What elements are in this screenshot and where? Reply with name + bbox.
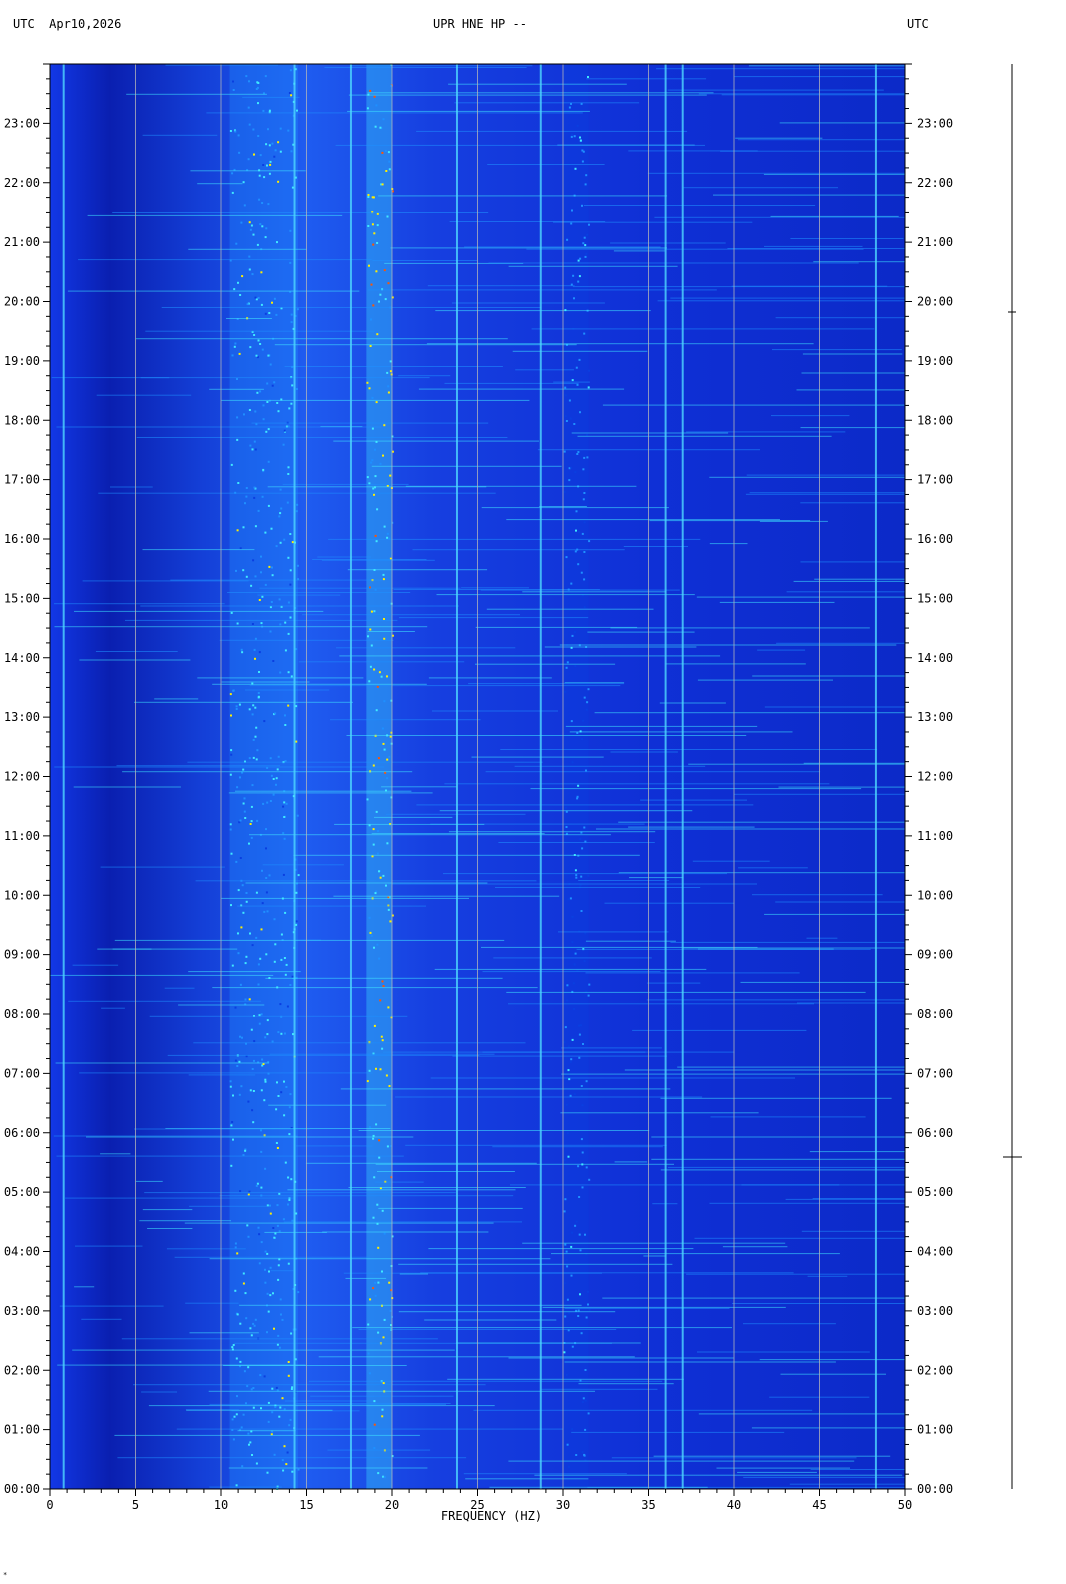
- time-tick-label-left: 16:00: [4, 532, 40, 546]
- time-tick-label-left: 07:00: [4, 1066, 40, 1080]
- amplitude-scale-bar: [1003, 64, 1022, 1489]
- freq-tick-label: 30: [556, 1498, 570, 1512]
- freq-tick-label: 40: [727, 1498, 741, 1512]
- time-tick-label-left: 08:00: [4, 1007, 40, 1021]
- time-tick-label-left: 20:00: [4, 295, 40, 309]
- time-tick-label-left: 14:00: [4, 651, 40, 665]
- time-tick-label-left: 04:00: [4, 1245, 40, 1259]
- time-tick-label-right: 14:00: [917, 651, 953, 665]
- activity-band: [366, 64, 394, 1489]
- time-tick-label-right: 10:00: [917, 888, 953, 902]
- time-axis-right: 00:00 01:00 02:00 03:00 04:00 05:00 06:00 07:00…: [904, 63, 953, 1496]
- time-tick-label-right: 02:00: [917, 1363, 953, 1377]
- time-tick-label-right: 07:00: [917, 1066, 953, 1080]
- time-tick-label-left: 22:00: [4, 176, 40, 190]
- footer-mark: *: [3, 1571, 8, 1579]
- freq-tick-label: 10: [214, 1498, 228, 1512]
- time-tick-label-left: 17:00: [4, 473, 40, 487]
- time-tick-label-right: 15:00: [917, 591, 953, 605]
- time-tick-label-right: 08:00: [917, 1007, 953, 1021]
- time-tick-label-right: 22:00: [917, 176, 953, 190]
- time-tick-label-right: 23:00: [917, 116, 953, 130]
- freq-tick-label: 35: [641, 1498, 655, 1512]
- frequency-gridlines: [135, 64, 820, 1489]
- time-tick-label-left: 21:00: [4, 235, 40, 249]
- chart-title: UPR HNE HP --: [433, 17, 527, 31]
- header-right-timezone: UTC: [907, 17, 929, 31]
- freq-tick-label: 45: [812, 1498, 826, 1512]
- time-tick-label-right: 21:00: [917, 235, 953, 249]
- freq-tick-label: 20: [385, 1498, 399, 1512]
- time-tick-label-right: 18:00: [917, 413, 953, 427]
- frequency-axis: 0 5 10 15 20 25 30 35 40 45 50: [46, 63, 912, 1512]
- time-tick-label-right: 09:00: [917, 948, 953, 962]
- time-tick-label-left: 02:00: [4, 1363, 40, 1377]
- time-tick-label-left: 05:00: [4, 1185, 40, 1199]
- header-left-timezone-date: UTC Apr10,2026: [13, 17, 122, 31]
- time-tick-label-left: 00:00: [4, 1482, 40, 1496]
- time-tick-label-left: 15:00: [4, 591, 40, 605]
- time-axis-left: 00:00 01:00 02:00 03:00 04:00 05:00 06:00 07:00…: [4, 63, 51, 1496]
- time-tick-label-right: 13:00: [917, 710, 953, 724]
- time-tick-label-right: 04:00: [917, 1245, 953, 1259]
- time-tick-label-left: 18:00: [4, 413, 40, 427]
- time-tick-label-left: 13:00: [4, 710, 40, 724]
- time-tick-label-left: 12:00: [4, 770, 40, 784]
- time-tick-label-left: 19:00: [4, 354, 40, 368]
- time-tick-label-left: 03:00: [4, 1304, 40, 1318]
- time-tick-label-left: 09:00: [4, 948, 40, 962]
- time-tick-label-right: 03:00: [917, 1304, 953, 1318]
- time-tick-label-right: 17:00: [917, 473, 953, 487]
- freq-tick-label: 0: [46, 1498, 53, 1512]
- freq-tick-label: 5: [132, 1498, 139, 1512]
- time-tick-label-right: 00:00: [917, 1482, 953, 1496]
- activity-band: [229, 64, 300, 1490]
- time-tick-label-right: 06:00: [917, 1126, 953, 1140]
- time-tick-label-right: 16:00: [917, 532, 953, 546]
- time-tick-label-left: 10:00: [4, 888, 40, 902]
- time-tick-label-right: 19:00: [917, 354, 953, 368]
- x-axis-label: FREQUENCY (HZ): [441, 1509, 542, 1523]
- time-tick-label-left: 06:00: [4, 1126, 40, 1140]
- time-tick-label-right: 05:00: [917, 1185, 953, 1199]
- time-tick-label-left: 23:00: [4, 116, 40, 130]
- activity-band: [563, 64, 591, 1489]
- time-tick-label-left: 11:00: [4, 829, 40, 843]
- freq-tick-label: 25: [470, 1498, 484, 1512]
- time-tick-label-right: 01:00: [917, 1423, 953, 1437]
- noise-streaks: [50, 64, 905, 1488]
- time-tick-label-right: 20:00: [917, 295, 953, 309]
- freq-tick-label: 15: [299, 1498, 313, 1512]
- time-tick-label-right: 12:00: [917, 770, 953, 784]
- freq-tick-label: 50: [898, 1498, 912, 1512]
- time-tick-label-left: 01:00: [4, 1423, 40, 1437]
- time-tick-label-right: 11:00: [917, 829, 953, 843]
